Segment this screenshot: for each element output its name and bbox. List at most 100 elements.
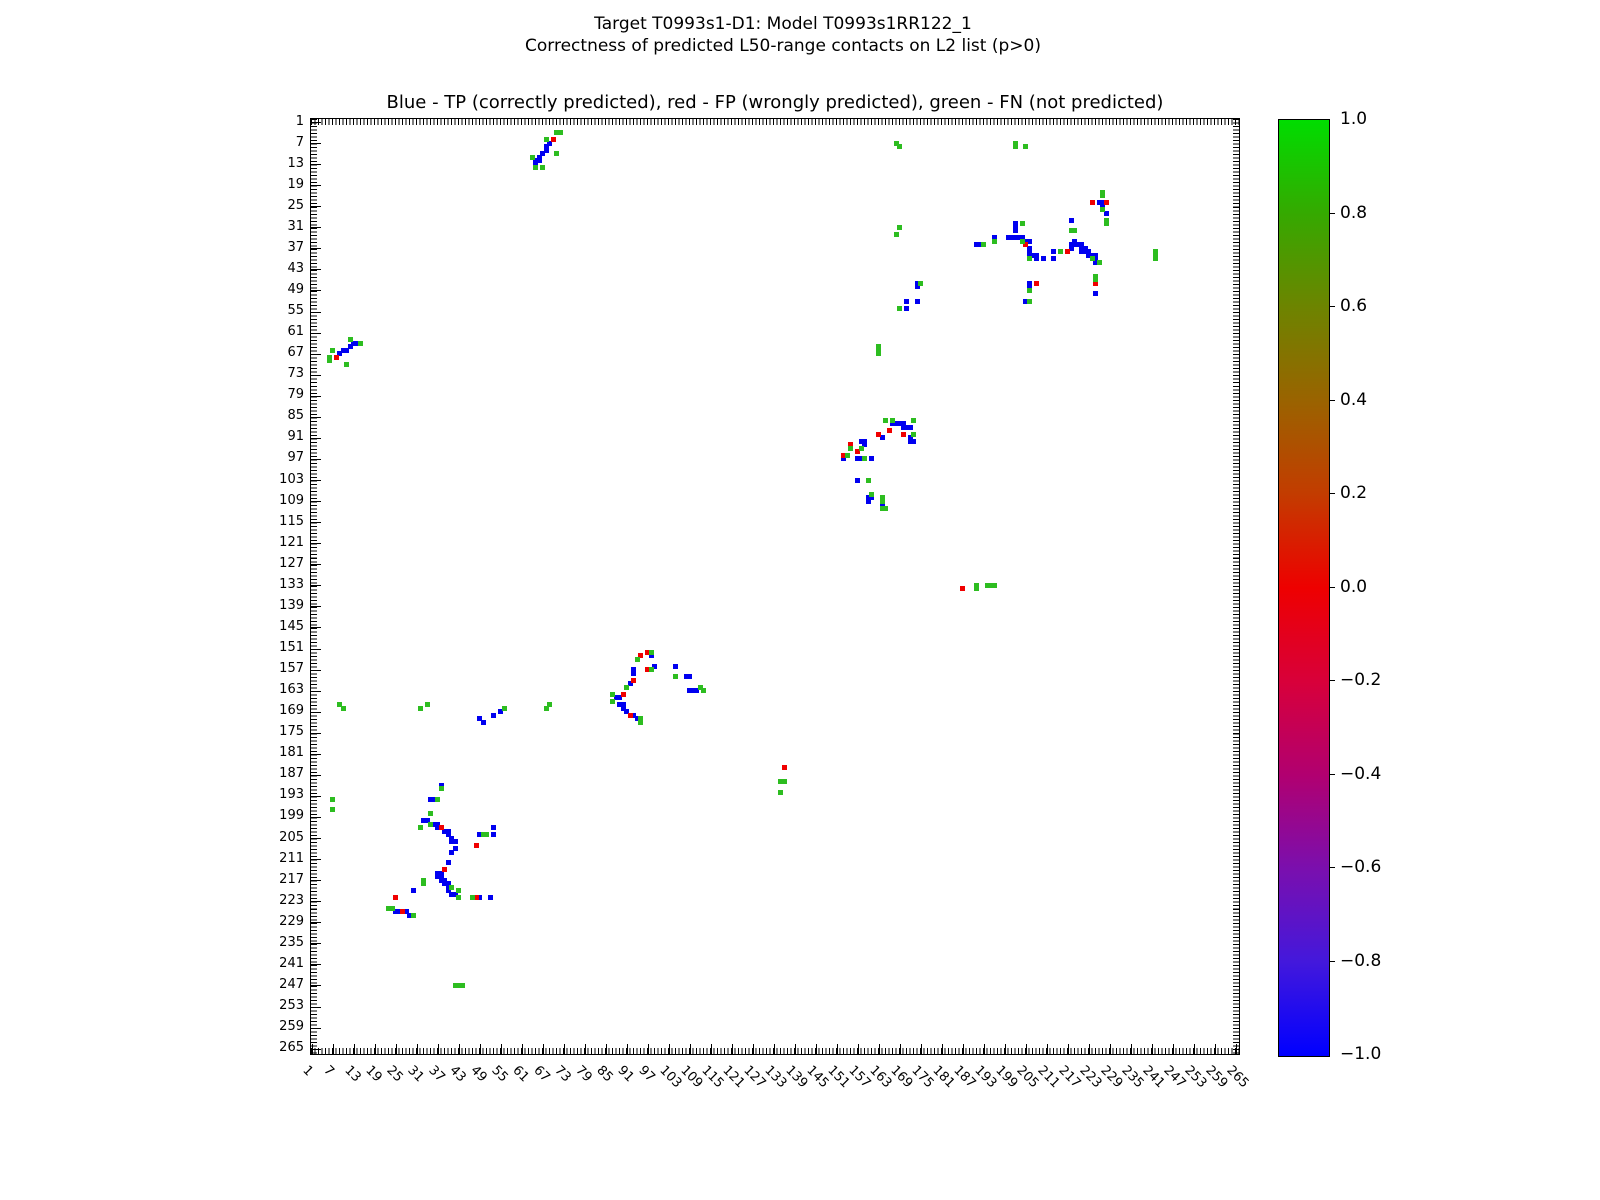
- x-major-tick: [1193, 1044, 1195, 1054]
- contact-point-fn: [428, 810, 433, 816]
- contact-point-fn: [911, 431, 916, 437]
- contact-point-fn: [540, 165, 545, 171]
- y-major-tick: [311, 964, 321, 966]
- contact-point-tp: [907, 438, 913, 444]
- contact-point-fn: [1026, 298, 1032, 304]
- contact-point-tp: [1075, 242, 1081, 248]
- contact-point-fn: [897, 305, 902, 311]
- contact-point-tp: [452, 846, 458, 852]
- contact-point-fn: [862, 456, 867, 462]
- x-major-tick: [563, 1044, 565, 1054]
- contact-point-fn: [389, 905, 395, 911]
- colorbar-tick: [1329, 493, 1335, 494]
- contact-point-tp: [1012, 221, 1018, 227]
- contact-point-fn: [1012, 140, 1018, 146]
- contact-point-tp: [617, 702, 622, 708]
- contact-point-tp: [435, 821, 440, 827]
- contact-point-fn: [347, 337, 353, 343]
- contact-point-fn: [778, 779, 783, 785]
- contact-point-tp: [1100, 200, 1105, 206]
- contact-point-tp: [1093, 256, 1098, 262]
- x-major-tick: [542, 1044, 544, 1054]
- contact-point-tp: [620, 705, 626, 711]
- contact-point-tp: [498, 709, 503, 715]
- y-major-tick: [311, 711, 321, 713]
- contact-point-tp: [435, 870, 440, 876]
- contact-point-tp: [1103, 210, 1109, 216]
- contact-point-tp: [890, 421, 895, 427]
- contact-point-tp: [683, 674, 689, 680]
- minor-ticks-bottom: [311, 1048, 1239, 1054]
- contact-point-tp: [1079, 242, 1084, 248]
- x-major-tick: [1151, 1044, 1153, 1054]
- contact-point-tp: [435, 825, 440, 830]
- contact-point-tp: [428, 796, 433, 802]
- contact-point-fn: [897, 144, 902, 150]
- contact-point-fp: [855, 449, 860, 455]
- contact-point-fn: [470, 895, 475, 901]
- contact-map-plot: [310, 118, 1240, 1055]
- contact-point-tp: [904, 298, 909, 304]
- colorbar-tick: [1329, 399, 1335, 401]
- contact-point-fn: [344, 361, 349, 367]
- contact-point-tp: [1026, 245, 1032, 251]
- contact-point-fn: [1152, 252, 1158, 258]
- contact-point-tp: [480, 719, 486, 725]
- y-tick-label: 13: [287, 155, 304, 171]
- y-tick-label: 211: [279, 850, 304, 866]
- contact-point-fp: [1103, 200, 1109, 206]
- contact-point-fn: [1100, 207, 1105, 213]
- contact-point-tp: [533, 158, 538, 164]
- contact-point-fn: [501, 705, 507, 711]
- contact-point-tp: [631, 667, 636, 673]
- figure-title-line1: Target T0993s1-D1: Model T0993s1RR122_1: [594, 14, 972, 34]
- contact-point-tp: [543, 147, 549, 153]
- y-tick-label: 25: [287, 197, 304, 213]
- colorbar-tick-label: 0.2: [1340, 483, 1368, 503]
- contact-point-tp: [627, 681, 633, 687]
- contact-point-fn: [1019, 238, 1025, 244]
- contact-point-tp: [974, 242, 979, 248]
- y-major-tick: [311, 838, 321, 840]
- contact-point-fn: [330, 796, 335, 802]
- contact-point-tp: [424, 817, 430, 823]
- y-major-tick: [311, 458, 321, 460]
- contact-point-fn: [1103, 217, 1109, 223]
- contact-point-tp: [862, 442, 867, 448]
- contact-point-fn: [638, 716, 643, 722]
- y-major-tick: [311, 269, 321, 271]
- colorbar-tick-label: −1.0: [1340, 1044, 1382, 1064]
- contact-point-tp: [1019, 235, 1025, 241]
- y-major-tick: [311, 795, 321, 797]
- contact-point-fn: [1058, 249, 1063, 255]
- contact-point-tp: [421, 817, 426, 823]
- contact-point-fn: [326, 354, 332, 360]
- contact-point-tp: [1012, 235, 1018, 241]
- contact-point-tp: [1086, 252, 1091, 258]
- contact-point-tp: [617, 695, 622, 701]
- contact-point-fn: [480, 832, 486, 838]
- contact-point-tp: [879, 502, 885, 508]
- y-major-tick: [311, 522, 321, 524]
- contact-point-fp: [438, 825, 444, 830]
- y-tick-label: 199: [279, 808, 304, 824]
- contact-point-tp: [869, 456, 874, 462]
- y-major-tick: [311, 311, 321, 313]
- contact-point-fn: [421, 881, 426, 887]
- contact-point-fn: [1152, 256, 1158, 262]
- y-major-tick: [311, 732, 321, 734]
- colorbar-tick-label: −0.4: [1340, 763, 1382, 784]
- contact-point-fn: [883, 505, 888, 511]
- contact-point-tp: [477, 716, 482, 722]
- y-major-tick: [311, 416, 321, 418]
- contact-point-fp: [900, 431, 906, 437]
- contact-point-tp: [862, 438, 867, 444]
- x-major-tick: [983, 1044, 985, 1054]
- y-major-tick: [311, 227, 321, 229]
- y-tick-label: 109: [279, 492, 304, 508]
- x-major-tick: [1088, 1044, 1090, 1054]
- y-major-tick: [311, 122, 321, 123]
- x-major-tick: [794, 1044, 796, 1054]
- contact-point-fn: [984, 582, 990, 588]
- x-major-tick: [941, 1044, 943, 1054]
